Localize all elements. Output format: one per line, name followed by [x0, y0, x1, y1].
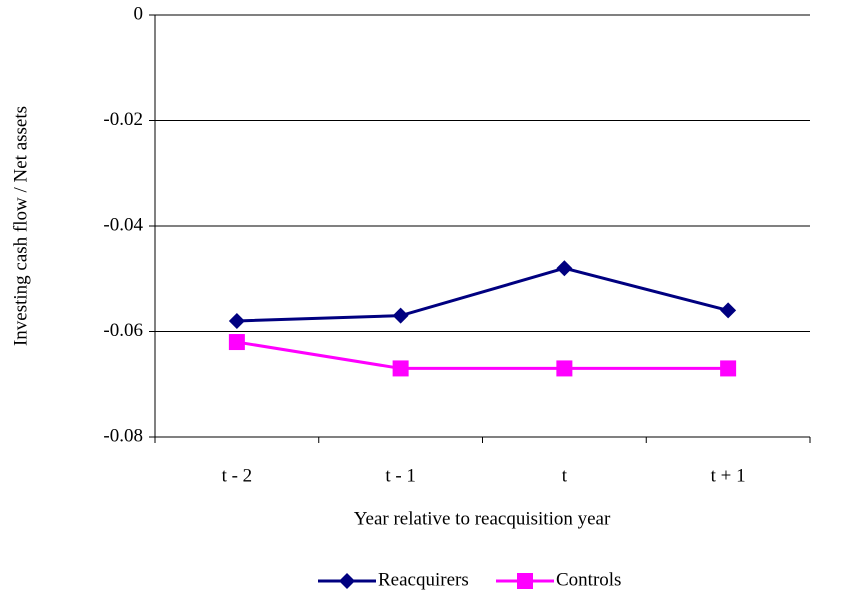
legend-label: Controls [556, 569, 621, 590]
y-tick-label: 0 [134, 3, 144, 24]
y-axis-label: Investing cash flow / Net assets [10, 106, 31, 346]
legend-label: Reacquirers [378, 569, 469, 590]
x-tick-label: t [562, 465, 568, 486]
y-tick-label: -0.06 [103, 320, 143, 341]
data-point [556, 360, 573, 377]
data-point [720, 360, 737, 377]
data-point [228, 334, 245, 351]
x-tick-label: t - 2 [222, 465, 253, 486]
x-tick-label: t - 1 [385, 465, 416, 486]
y-tick-label: -0.02 [103, 109, 143, 130]
legend-marker [339, 573, 355, 589]
data-point [228, 312, 245, 329]
y-tick-label: -0.08 [103, 425, 143, 446]
x-tick-label: t + 1 [711, 465, 746, 486]
data-point [392, 360, 409, 377]
data-point [556, 260, 573, 277]
y-tick-label: -0.04 [103, 214, 143, 235]
series-line [236, 340, 729, 370]
data-point [392, 307, 409, 324]
series-line [236, 266, 729, 323]
legend-marker [517, 573, 533, 589]
data-point [720, 302, 737, 319]
x-axis-label: Year relative to reacquisition year [354, 508, 611, 529]
